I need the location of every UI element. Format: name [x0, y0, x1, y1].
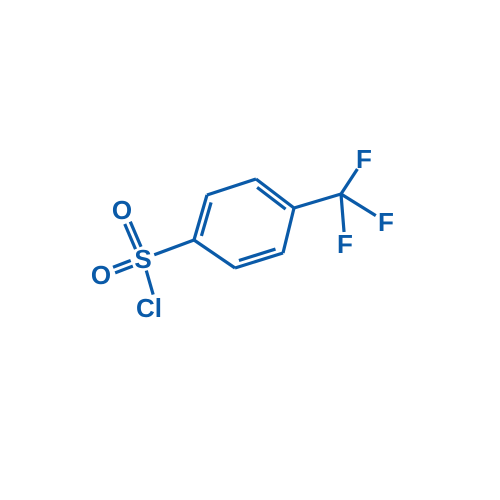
atom-label-o1: O	[112, 195, 132, 225]
molecule-diagram: SOOClFFF	[0, 0, 500, 500]
atom-label-cl: Cl	[136, 293, 162, 323]
atom-label-f1: F	[356, 144, 372, 174]
atom-label-f3: F	[337, 229, 353, 259]
atom-label-s: S	[134, 244, 151, 274]
atom-label-f2: F	[378, 207, 394, 237]
atom-label-o2: O	[91, 260, 111, 290]
